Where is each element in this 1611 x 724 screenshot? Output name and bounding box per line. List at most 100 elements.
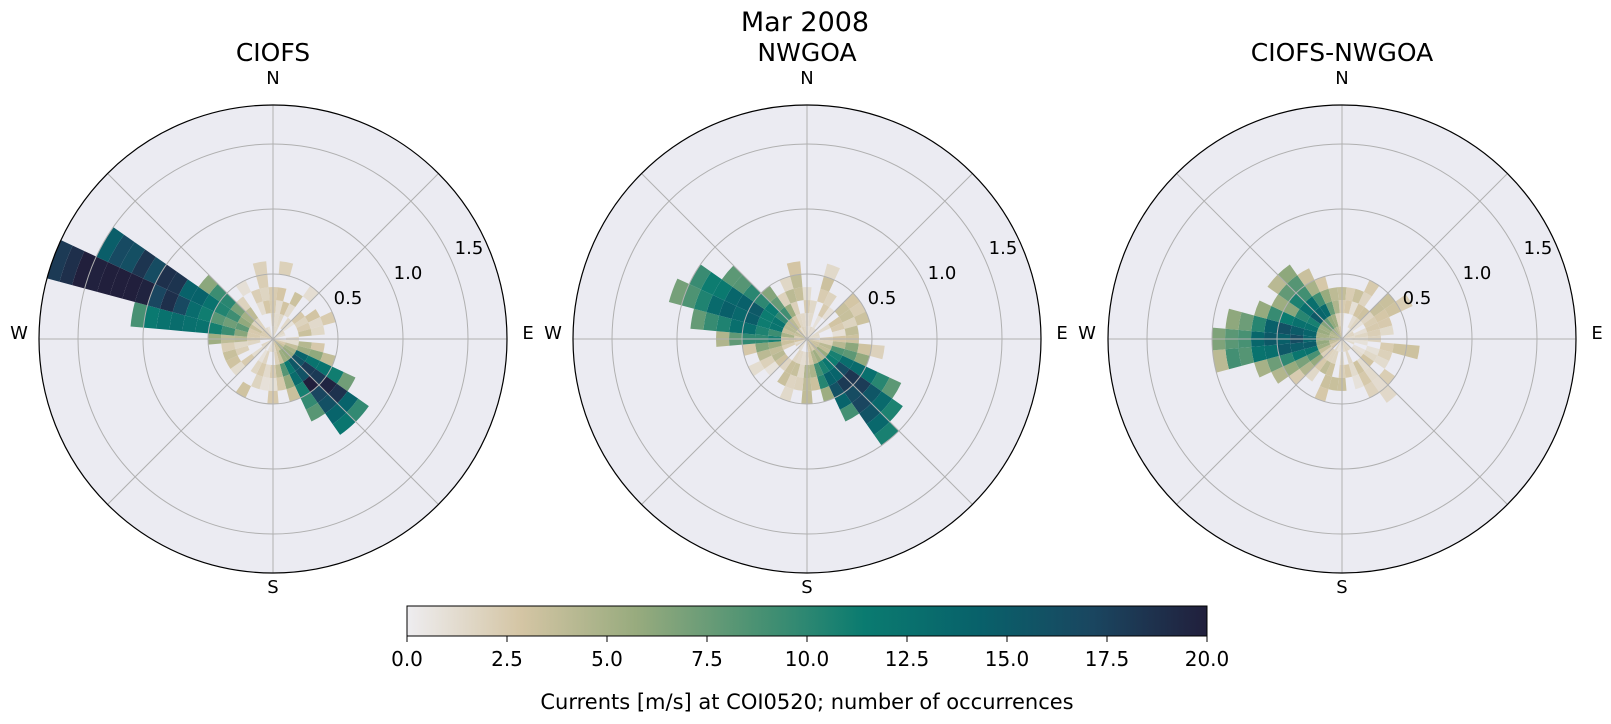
histogram-bin [202,294,220,312]
histogram-bin [222,317,238,329]
histogram-bin [285,340,299,346]
histogram-bin [59,245,85,286]
histogram-bin [871,391,893,413]
histogram-bin [134,278,156,306]
compass-label-e: E [1056,323,1067,344]
histogram-bin [325,403,347,425]
r-tick-label: 1.0 [1463,263,1492,284]
histogram-bin [273,339,279,352]
histogram-bin [817,344,831,354]
histogram-bin [1404,344,1420,360]
histogram-bin [820,386,835,402]
histogram-bin [1316,342,1331,350]
histogram-bin [854,352,870,367]
theta-grid-line [272,338,439,505]
histogram-bin [770,296,785,312]
histogram-bin [1328,376,1339,391]
histogram-bin [795,331,807,339]
histogram-bin [748,301,765,318]
colorbar-tick-label: 5.0 [591,647,623,671]
histogram-bin [185,300,203,319]
histogram-bin [808,351,814,365]
histogram-bin [273,339,281,351]
histogram-bin [781,328,796,336]
histogram-bin [279,362,290,377]
bars-nwgoa [668,261,903,446]
histogram-bin [1225,308,1242,330]
histogram-bin [247,332,261,338]
histogram-bin [807,326,813,339]
polar-panel-ciofs: CIOFS N E S W 0.5 1.0 1.5 [10,38,534,598]
theta-grid-line [806,173,973,340]
histogram-bin [235,280,252,297]
histogram-bin [736,294,754,312]
histogram-bin [1271,294,1289,312]
histogram-bin [1338,339,1342,352]
histogram-bin [1297,268,1315,286]
histogram-bin [844,342,859,353]
histogram-bin [785,320,798,332]
histogram-bin [262,364,271,378]
histogram-bin [1358,370,1372,387]
histogram-bin [282,320,295,332]
histogram-bin [790,301,801,316]
histogram-bin [1271,366,1289,384]
histogram-bin [1251,315,1267,333]
theta-grid-line [1176,173,1343,340]
histogram-bin [280,317,292,330]
histogram-bin [1367,328,1381,337]
histogram-bin [828,349,843,362]
histogram-bin [832,328,846,337]
histogram-bin [1336,326,1342,339]
histogram-bin [296,345,311,356]
histogram-bin [793,287,804,302]
histogram-bin [1331,313,1339,328]
r-tick-label: 1.0 [928,263,957,284]
histogram-bin [234,341,248,350]
histogram-bin [790,362,801,377]
histogram-bin [838,309,855,323]
histogram-bin [274,351,280,365]
histogram-bin [259,287,270,302]
histogram-bin [1264,344,1280,360]
histogram-bin [1342,333,1355,339]
histogram-bin [276,350,284,365]
panel-title: NWGOA [757,38,856,67]
histogram-bin [785,288,797,304]
histogram-bin [262,350,270,365]
histogram-bin [273,331,285,339]
histogram-bin [237,316,252,329]
histogram-bin [296,322,311,333]
histogram-bin [703,312,720,332]
histogram-bin [771,316,786,329]
histogram-bin [771,349,786,362]
histogram-bin [273,326,277,339]
histogram-bin [298,341,312,350]
histogram-bin [712,279,733,301]
histogram-bin [276,313,284,328]
histogram-bin [849,301,866,318]
histogram-bin [874,421,899,446]
histogram-bin [1342,331,1354,339]
histogram-bin [1349,317,1361,330]
histogram-bin [337,391,359,413]
histogram-bin [251,374,263,390]
histogram-bin [147,284,167,309]
histogram-bin [221,342,236,353]
colorbar-tick-label: 10.0 [785,647,830,671]
histogram-bin [839,402,860,422]
histogram-bin [326,366,344,384]
histogram-bin [775,353,789,367]
histogram-bin [1316,328,1331,336]
r-tick-label: 1.5 [989,238,1018,259]
histogram-bin [844,325,859,336]
histogram-bin [97,262,120,296]
histogram-bin [222,349,238,361]
histogram-bin [1304,345,1319,356]
histogram-bin [1325,301,1336,316]
histogram-bin [273,333,286,339]
histogram-bin [779,307,793,321]
histogram-bin [1294,355,1311,369]
histogram-bin [108,234,135,268]
histogram-bin [304,355,321,369]
